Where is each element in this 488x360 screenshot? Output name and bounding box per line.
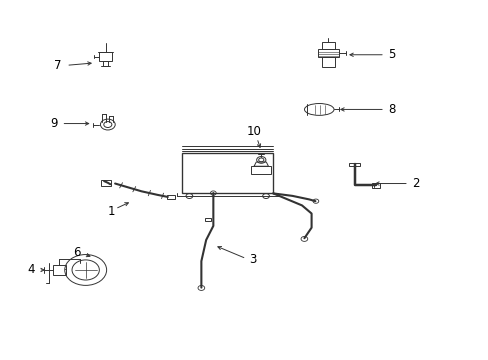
Text: 1: 1 — [107, 204, 115, 217]
Text: 2: 2 — [411, 177, 419, 190]
Bar — [166, 195, 175, 199]
Bar — [321, 57, 334, 67]
Bar — [182, 153, 273, 193]
Bar — [251, 166, 271, 174]
Bar — [205, 218, 210, 221]
Text: 4: 4 — [27, 264, 35, 276]
Bar — [53, 265, 65, 275]
Bar — [348, 162, 360, 166]
Text: 5: 5 — [387, 48, 395, 61]
Bar — [101, 180, 111, 186]
Text: 10: 10 — [246, 125, 261, 138]
Bar — [321, 42, 334, 49]
Bar — [371, 183, 379, 188]
Text: 8: 8 — [387, 103, 395, 116]
Polygon shape — [254, 162, 268, 166]
Bar — [317, 49, 338, 57]
Text: 6: 6 — [73, 246, 81, 259]
Bar — [99, 51, 112, 61]
Text: 3: 3 — [249, 253, 256, 266]
Text: 7: 7 — [54, 59, 61, 72]
Bar — [103, 61, 108, 66]
Text: 9: 9 — [50, 117, 58, 130]
